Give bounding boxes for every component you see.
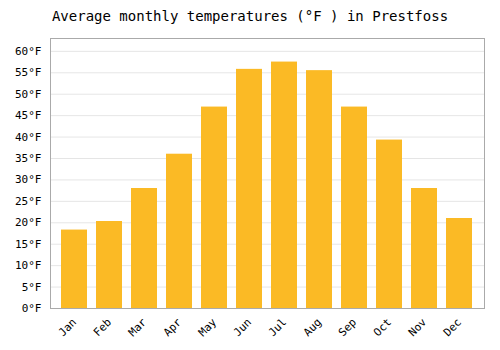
svg-text:Mar: Mar [126,315,150,339]
svg-text:Jul: Jul [266,316,289,339]
svg-text:Apr: Apr [161,315,185,339]
svg-text:Oct: Oct [371,316,394,339]
svg-text:Sep: Sep [336,316,359,339]
svg-text:10°F: 10°F [15,259,42,272]
svg-text:35°F: 35°F [15,152,42,165]
svg-text:Nov: Nov [406,315,430,339]
svg-text:20°F: 20°F [15,216,42,229]
svg-text:5°F: 5°F [22,281,42,294]
svg-text:15°F: 15°F [15,238,42,251]
html-text:Average monthly temperatures (: Average monthly temperatures (°F ) in Pr… [51,8,449,24]
svg-text:Jun: Jun [231,316,254,339]
svg-text:60°F: 60°F [15,45,42,58]
svg-text:Aug: Aug [301,316,324,339]
svg-text:Dec: Dec [441,316,464,339]
svg-text:55°F: 55°F [15,66,42,79]
svg-text:30°F: 30°F [15,173,42,186]
svg-text:25°F: 25°F [15,195,42,208]
svg-text:May: May [196,315,220,339]
svg-text:40°F: 40°F [15,131,42,144]
svg-text:45°F: 45°F [15,109,42,122]
svg-text:0°F: 0°F [22,302,42,315]
svg-text:Jan: Jan [56,316,79,339]
svg-text:Feb: Feb [91,316,114,339]
svg-text:50°F: 50°F [15,88,42,101]
